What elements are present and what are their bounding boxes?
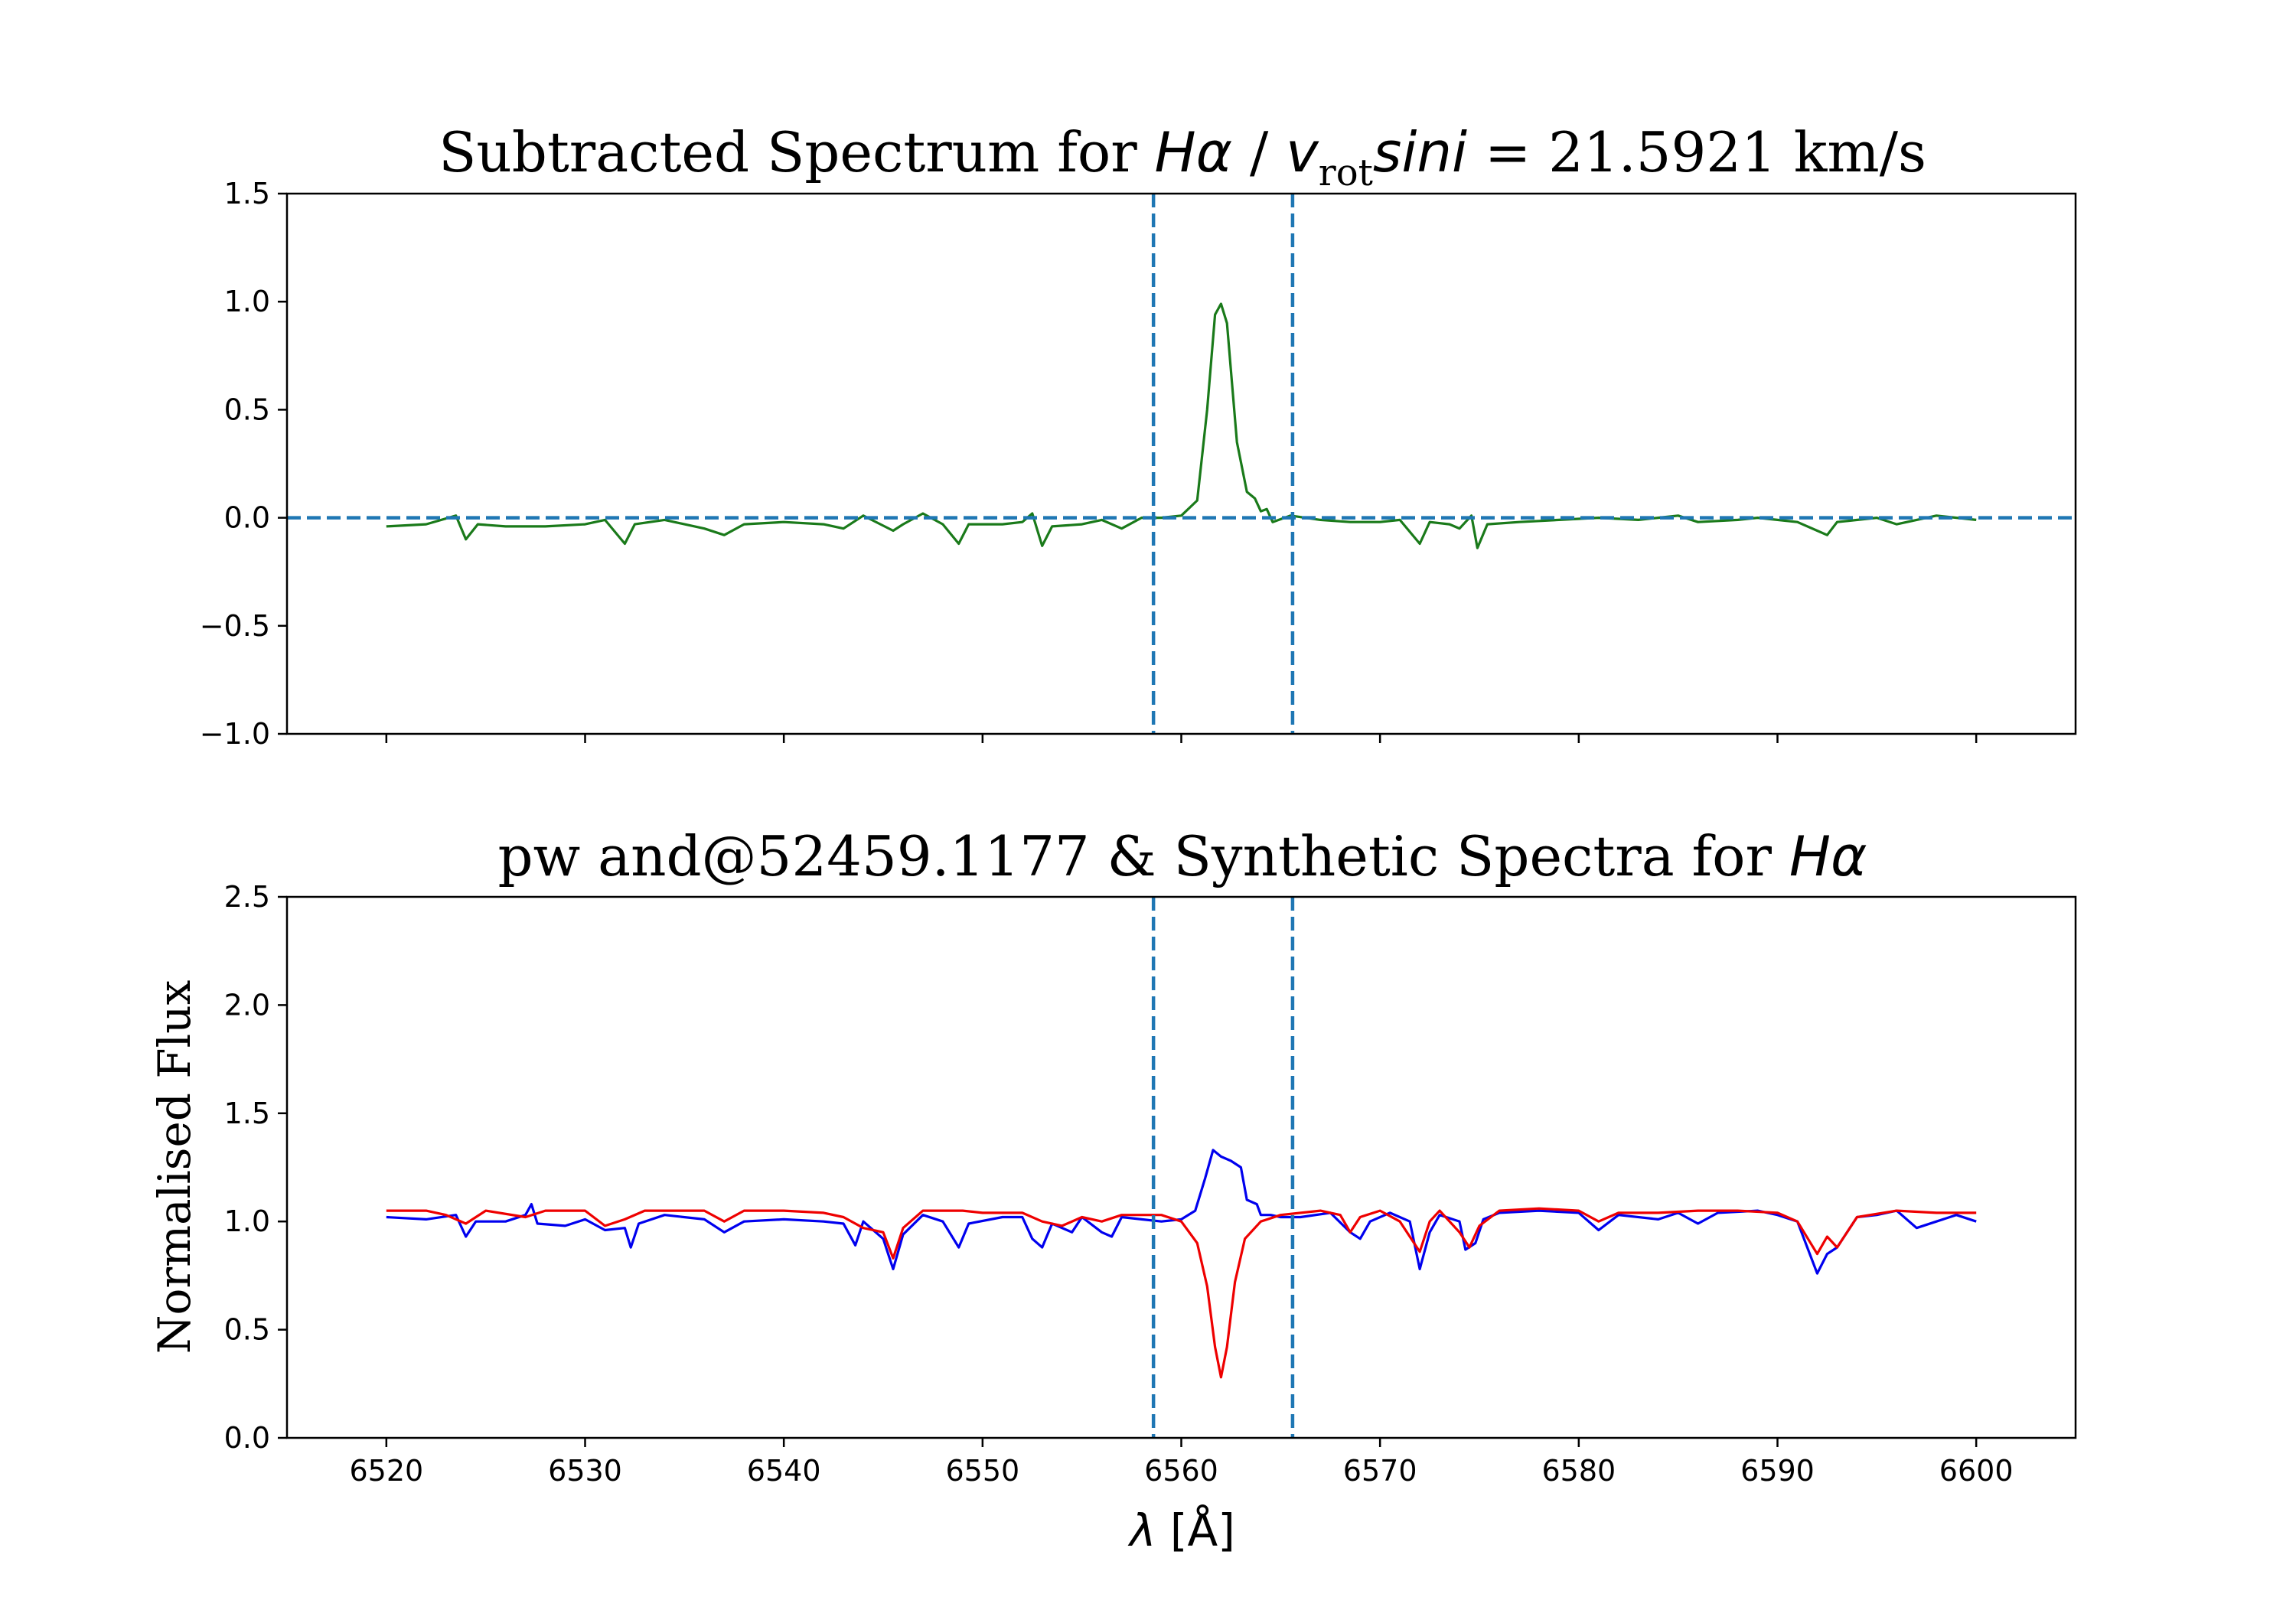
bottom-ytick-label: 0.5	[224, 1313, 270, 1347]
bottom-xtick-label: 6600	[1939, 1454, 2014, 1488]
bottom-xtick-label: 6580	[1541, 1454, 1616, 1488]
top-ytick-label: 0.5	[224, 393, 270, 426]
top-ytick-label: 1.0	[224, 285, 270, 318]
bottom-series-synthetic	[386, 1207, 1977, 1379]
bottom-xtick-label: 6550	[945, 1454, 1019, 1488]
top-axes-frame	[285, 192, 2077, 735]
bottom-ytick-label: 1.5	[224, 1097, 270, 1130]
bottom-ytick-label: 2.5	[224, 880, 270, 914]
bottom-axes-frame	[285, 895, 2077, 1439]
bottom-xtick-label: 6520	[349, 1454, 423, 1488]
bottom-xtick-label: 6560	[1144, 1454, 1218, 1488]
bottom-xtick-label: 6570	[1343, 1454, 1417, 1488]
bottom-ytick-label: 2.0	[224, 988, 270, 1022]
bottom-ytick-label: 1.0	[224, 1204, 270, 1238]
top-chart-title: Subtracted Spectrum for Hα / vrotsini = …	[439, 120, 1926, 194]
top-plot-area: 1.5 1.0 0.5 0.0 −0.5 −1.0	[200, 177, 2076, 751]
bottom-xtick-label: 6590	[1740, 1454, 1815, 1488]
top-ytick-label: −1.0	[200, 717, 270, 751]
top-ytick-label: 0.0	[224, 501, 270, 535]
x-axis-label: λ [Å]	[1127, 1504, 1235, 1556]
bottom-plot-area: 2.5 2.0 1.5 1.0 0.5 0.0 6520 6530 6540 6550 6560 65…	[224, 880, 2014, 1488]
top-panel: Subtracted Spectrum for Hα / vrotsini = …	[200, 120, 2077, 751]
bottom-ytick-label: 0.0	[224, 1421, 270, 1455]
bottom-panel: pw and@52459.1177 & Synthetic Spectra fo…	[148, 824, 2077, 1556]
top-ytick-label: 1.5	[224, 177, 270, 210]
bottom-xtick-label: 6540	[747, 1454, 821, 1488]
bottom-xtick-label: 6530	[548, 1454, 622, 1488]
bottom-chart-title: pw and@52459.1177 & Synthetic Spectra fo…	[498, 824, 1867, 888]
top-ytick-label: −0.5	[200, 609, 270, 643]
y-axis-label: Normalised Flux	[148, 980, 201, 1354]
